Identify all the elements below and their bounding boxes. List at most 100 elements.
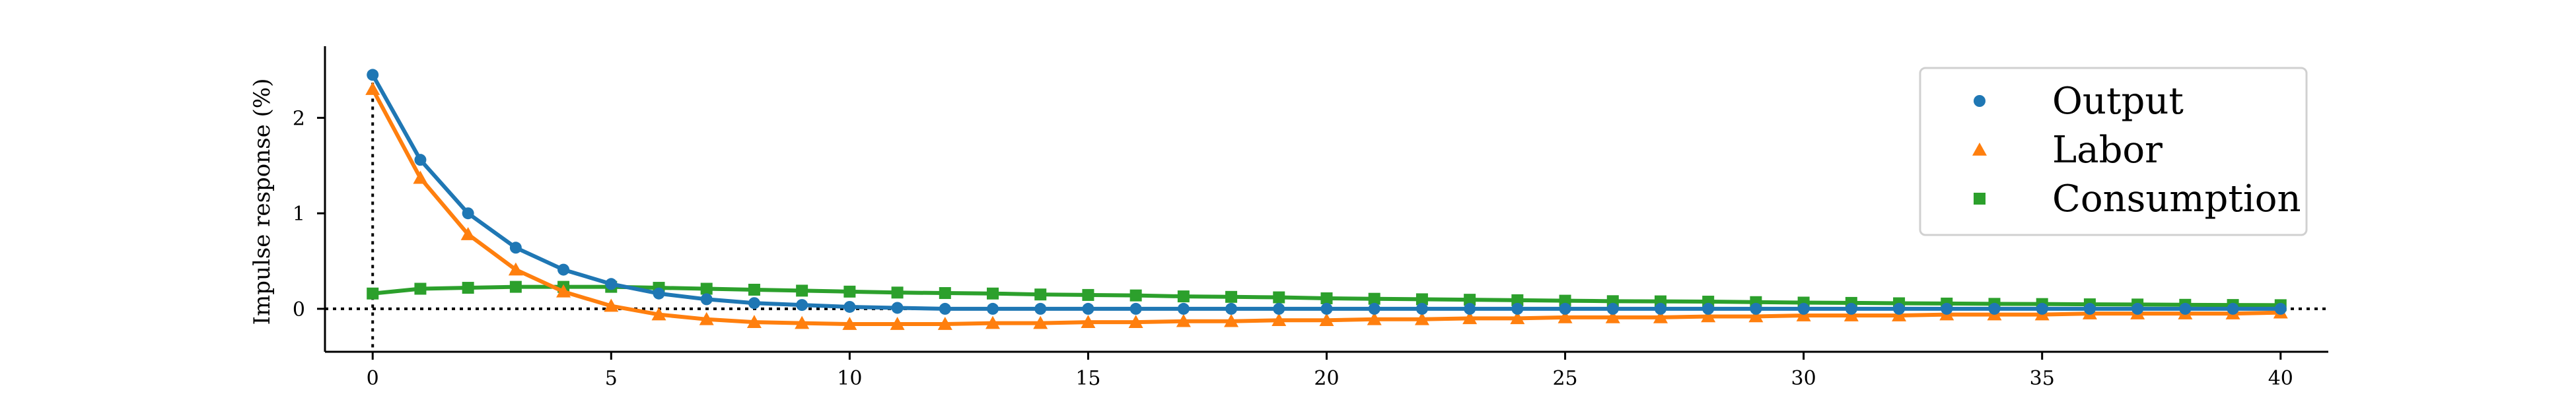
data-point xyxy=(367,287,379,300)
legend-label: Labor xyxy=(2052,129,2163,172)
data-point xyxy=(556,284,571,298)
data-point xyxy=(413,170,428,184)
data-point xyxy=(700,293,713,306)
data-point xyxy=(1464,302,1476,315)
data-point xyxy=(1082,288,1094,301)
data-point xyxy=(1606,302,1619,315)
data-point xyxy=(2131,302,2144,315)
data-point xyxy=(1319,313,1334,327)
data-point xyxy=(414,282,427,295)
y-tick-label: 2 xyxy=(293,108,305,131)
data-point xyxy=(1320,292,1333,304)
data-point xyxy=(1320,302,1333,315)
y-tick-label: 1 xyxy=(293,203,305,226)
data-point xyxy=(795,315,810,329)
y-tick-label: 0 xyxy=(293,298,305,321)
data-point xyxy=(1511,294,1524,306)
axes: 0 5 10 15 20 25 30 35 40 0 1 2 xyxy=(293,46,2328,390)
data-point xyxy=(939,302,951,315)
data-point xyxy=(1082,302,1094,315)
data-point xyxy=(1941,302,1953,315)
data-point xyxy=(1415,293,1428,306)
data-point xyxy=(939,287,951,300)
data-point xyxy=(509,242,522,254)
data-point xyxy=(890,317,905,330)
data-point xyxy=(1988,302,2001,315)
x-tick-label: 5 xyxy=(605,367,618,390)
data-point xyxy=(414,154,427,166)
data-point xyxy=(746,315,762,328)
data-point xyxy=(748,297,760,310)
data-point xyxy=(842,317,857,330)
data-point xyxy=(1653,310,1668,323)
data-point xyxy=(796,284,808,297)
data-point xyxy=(937,317,952,330)
data-point xyxy=(605,278,618,290)
data-point xyxy=(1701,309,1716,323)
data-point xyxy=(2083,302,2096,315)
x-tick-label: 30 xyxy=(1791,367,1816,390)
data-point xyxy=(1462,311,1478,325)
data-point xyxy=(1843,308,1859,321)
data-point xyxy=(1368,302,1380,315)
series-layer xyxy=(365,69,2288,330)
data-point xyxy=(1034,288,1047,301)
data-point xyxy=(2036,302,2048,315)
data-point xyxy=(462,282,474,294)
data-point xyxy=(985,315,1000,329)
data-point xyxy=(700,282,713,295)
data-point xyxy=(1510,311,1525,325)
series-output xyxy=(367,69,2287,315)
data-point xyxy=(699,312,714,325)
data-point xyxy=(1128,315,1143,328)
legend-marker-labor xyxy=(1972,143,1987,156)
data-point xyxy=(604,298,619,312)
data-point xyxy=(1177,290,1190,303)
data-point xyxy=(1129,302,1142,315)
data-point xyxy=(2227,302,2239,315)
legend-item-labor: Labor xyxy=(1972,129,2163,172)
data-point xyxy=(509,280,522,293)
data-point xyxy=(2274,302,2287,315)
data-point xyxy=(987,287,999,300)
data-point xyxy=(1176,314,1191,327)
legend-label: Consumption xyxy=(2052,178,2301,220)
data-point xyxy=(891,302,904,314)
x-tick-label: 35 xyxy=(2030,367,2055,390)
data-point xyxy=(1225,290,1238,303)
data-point xyxy=(1750,302,1762,315)
x-tick-label: 25 xyxy=(1552,367,1577,390)
data-point xyxy=(367,69,379,81)
data-point xyxy=(796,299,808,312)
x-tick-label: 40 xyxy=(2268,367,2293,390)
data-point xyxy=(1557,310,1573,323)
data-point xyxy=(1415,302,1428,315)
data-point xyxy=(1511,302,1524,315)
data-point xyxy=(1892,308,1907,321)
data-point xyxy=(987,302,999,315)
data-point xyxy=(1655,302,1666,315)
data-point xyxy=(365,82,380,95)
data-point xyxy=(1271,313,1287,327)
data-point xyxy=(891,286,904,299)
y-axis-label: Impulse response (%) xyxy=(249,79,275,325)
data-point xyxy=(843,285,856,298)
data-point xyxy=(1273,291,1285,304)
legend-marker-output xyxy=(1974,95,1986,107)
data-point xyxy=(1273,302,1285,315)
data-point xyxy=(1559,302,1571,315)
data-point xyxy=(1034,302,1047,315)
data-point xyxy=(1702,302,1715,315)
data-point xyxy=(1129,289,1142,302)
legend-marker-consumption xyxy=(1974,193,1986,205)
legend-item-output: Output xyxy=(1974,80,2184,123)
data-point xyxy=(1559,294,1571,307)
x-tick-label: 10 xyxy=(837,367,862,390)
data-point xyxy=(1224,314,1239,327)
data-point xyxy=(1367,312,1382,325)
x-tick-label: 20 xyxy=(1314,367,1339,390)
data-point xyxy=(557,263,570,276)
data-point xyxy=(748,283,760,296)
data-point xyxy=(1748,309,1764,323)
